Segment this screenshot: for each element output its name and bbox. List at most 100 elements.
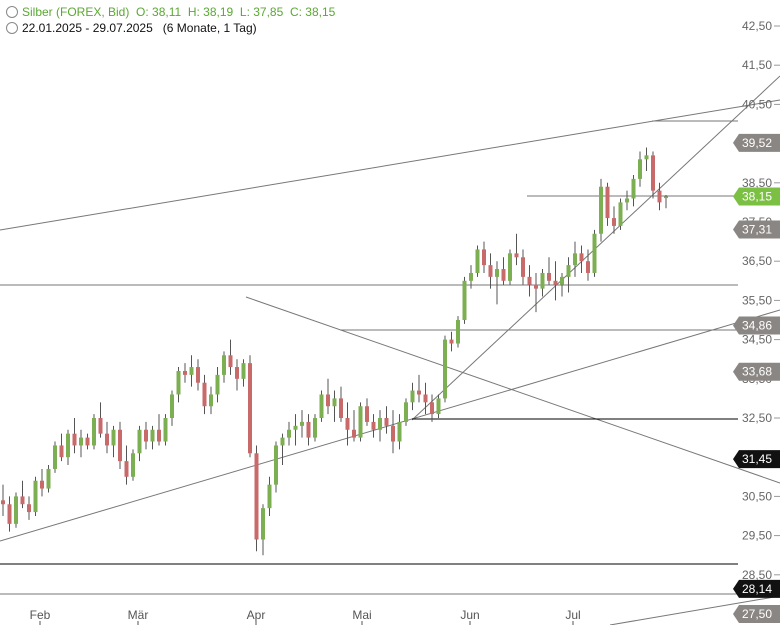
candle-body xyxy=(508,253,512,281)
price-tag-label: 39,52 xyxy=(742,136,772,150)
candle-body xyxy=(241,363,246,379)
candle xyxy=(27,496,31,520)
y-tick-label: 30,50 xyxy=(742,489,772,503)
candle xyxy=(150,425,155,450)
candle xyxy=(254,445,259,552)
candle xyxy=(53,441,57,473)
candle xyxy=(215,367,220,403)
candle xyxy=(495,261,499,305)
info-circle-icon[interactable] xyxy=(6,6,18,18)
candle-body xyxy=(332,398,337,407)
candle-body xyxy=(72,433,77,446)
candle xyxy=(293,414,298,446)
y-tick-label: 42,50 xyxy=(742,19,772,33)
candle xyxy=(163,414,168,446)
candle xyxy=(631,174,636,207)
candle-body xyxy=(163,418,168,442)
y-axis: 42,5041,5040,5038,5037,5036,5035,5034,50… xyxy=(742,19,780,582)
candle-body xyxy=(618,202,623,226)
candle xyxy=(469,265,473,289)
candle-body xyxy=(410,390,415,403)
candle xyxy=(319,390,324,422)
candle xyxy=(436,394,441,418)
open-value: O: 38,11 xyxy=(136,5,182,19)
candle xyxy=(261,504,265,556)
candle-body xyxy=(131,453,135,477)
candle xyxy=(430,394,434,422)
candle xyxy=(592,229,597,277)
candle-body xyxy=(358,406,363,438)
candle-body xyxy=(33,480,38,513)
candle-body xyxy=(612,218,616,226)
candle-body xyxy=(365,406,369,422)
candle-body xyxy=(293,425,298,430)
candle-body xyxy=(150,429,155,442)
price-tag-gray: 34,86 xyxy=(733,316,780,335)
y-tick-label: 40,50 xyxy=(742,97,772,111)
candle-body xyxy=(79,437,83,446)
candle-body xyxy=(384,418,389,426)
candle xyxy=(59,433,64,462)
price-tag-shape xyxy=(733,605,780,623)
x-axis: Feb Mär Apr Mai Jun Jul xyxy=(30,608,581,625)
candle xyxy=(1,484,5,516)
candle-body xyxy=(417,390,421,395)
candle xyxy=(664,194,668,209)
candle xyxy=(248,355,252,458)
candle xyxy=(287,421,291,446)
candle xyxy=(105,421,109,454)
candle xyxy=(378,410,382,442)
candle xyxy=(326,378,330,415)
candle xyxy=(20,480,25,509)
candle-body xyxy=(527,276,532,285)
candle xyxy=(46,465,51,493)
candle-body xyxy=(501,269,506,281)
candle-body xyxy=(521,257,525,277)
candle xyxy=(579,245,584,273)
candle-body xyxy=(378,418,382,430)
candle-body xyxy=(267,484,272,509)
candle xyxy=(573,241,577,277)
candle xyxy=(144,421,148,450)
y-tick-label: 34,50 xyxy=(742,333,772,347)
candle-body xyxy=(85,437,90,446)
candle-body xyxy=(657,190,662,203)
candle-body xyxy=(540,272,545,289)
y-tick-label: 41,50 xyxy=(742,58,772,72)
period-label: (6 Monate, 1 Tag) xyxy=(162,21,257,35)
candle-body xyxy=(326,394,330,407)
candle xyxy=(625,190,629,211)
candle xyxy=(514,233,519,266)
candle xyxy=(410,382,415,411)
candle xyxy=(599,178,603,242)
candle xyxy=(79,429,83,458)
candle xyxy=(306,414,311,446)
candle-body xyxy=(40,480,44,489)
candle-body xyxy=(345,418,350,430)
candle-body xyxy=(170,394,174,418)
candle xyxy=(66,429,70,466)
instrument-name: Silber (FOREX, Bid) xyxy=(22,5,130,19)
clock-icon xyxy=(6,22,18,34)
candle xyxy=(404,398,408,426)
candle xyxy=(14,492,18,528)
candle xyxy=(566,257,571,293)
x-tick-label: Jun xyxy=(460,608,479,622)
candle-body xyxy=(306,421,311,438)
candle xyxy=(7,496,12,532)
candle-body xyxy=(495,269,499,277)
candle-body xyxy=(423,394,428,403)
candle-body xyxy=(46,468,51,489)
candle-body xyxy=(339,398,343,418)
candle-body xyxy=(449,339,454,344)
candle-body xyxy=(20,496,25,505)
y-tick-label: 29,50 xyxy=(742,529,772,543)
candle xyxy=(384,406,389,434)
y-tick-label: 38,50 xyxy=(742,176,772,190)
candle xyxy=(202,374,207,415)
candle-body xyxy=(215,374,220,395)
candle-body xyxy=(605,186,610,219)
candle xyxy=(462,276,467,324)
candle-body xyxy=(274,445,278,485)
candle xyxy=(300,410,304,438)
